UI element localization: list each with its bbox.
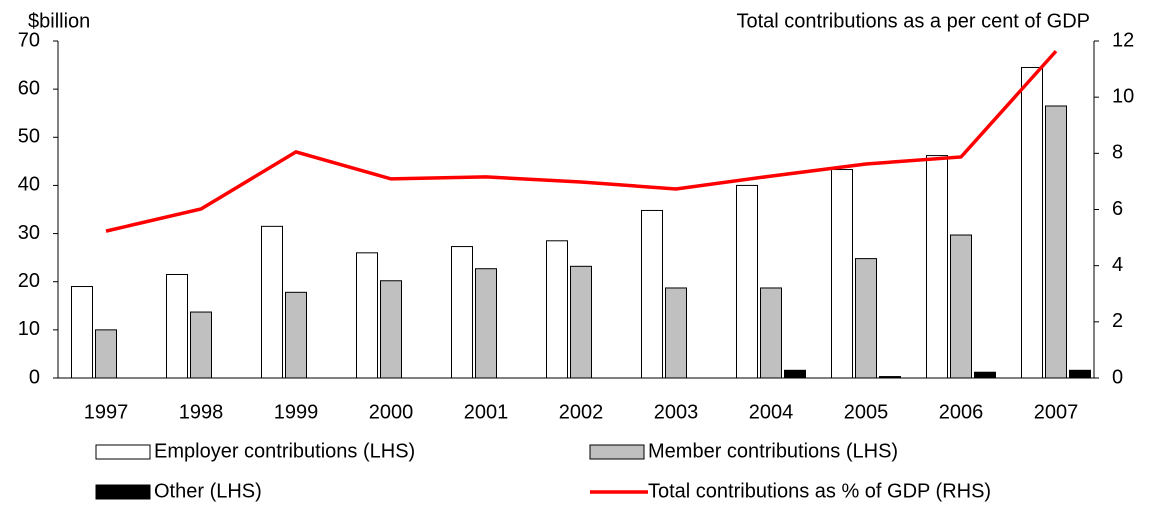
legend-swatch [95, 444, 151, 460]
x-tick-label: 2001 [464, 401, 509, 423]
bar [784, 369, 806, 379]
bar [95, 329, 117, 379]
y-tick-label: 0 [29, 366, 40, 388]
x-tick-label: 2006 [939, 401, 984, 423]
x-tick-label: 2002 [559, 401, 604, 423]
y-tick-label: 10 [18, 318, 40, 340]
legend-swatch [589, 444, 645, 460]
y-tick-label: 60 [18, 77, 40, 99]
bar [166, 273, 188, 379]
bar [974, 371, 996, 379]
bar [1069, 369, 1091, 379]
legend-label: Member contributions (LHS) [648, 440, 898, 462]
bar [285, 291, 307, 379]
y-tick-label: 30 [18, 222, 40, 244]
bar [570, 265, 592, 379]
y-axis-label: $billion [28, 10, 90, 32]
line [105, 49, 1058, 233]
legend-label: Total contributions as % of GDP (RHS) [648, 480, 991, 502]
bar [261, 225, 283, 379]
bar [831, 169, 853, 379]
y2-tick-label: 10 [1112, 85, 1134, 107]
bar [190, 311, 212, 379]
y2-tick-label: 12 [1112, 29, 1134, 51]
y2-tick-label: 2 [1112, 310, 1123, 332]
bar [879, 376, 901, 379]
bar [736, 184, 758, 379]
y-tick-label: 70 [18, 29, 40, 51]
bar [380, 280, 402, 379]
x-tick-label: 1997 [84, 401, 129, 423]
x-tick-label: 1999 [274, 401, 319, 423]
x-tick-label: 2004 [749, 401, 794, 423]
bar [950, 234, 972, 379]
bar [71, 286, 93, 379]
bar [1021, 66, 1043, 379]
bar [855, 258, 877, 379]
bar [356, 252, 378, 379]
y2-tick-label: 0 [1112, 366, 1123, 388]
bar [451, 246, 473, 379]
x-tick-label: 2005 [844, 401, 889, 423]
x-tick-label: 2000 [369, 401, 414, 423]
legend-label: Employer contributions (LHS) [154, 440, 415, 462]
y2-tick-label: 6 [1112, 198, 1123, 220]
bar [665, 287, 687, 379]
bar [926, 155, 948, 379]
x-tick-label: 2003 [654, 401, 699, 423]
bar [475, 268, 497, 379]
y-tick-label: 40 [18, 174, 40, 196]
y2-tick-label: 8 [1112, 142, 1123, 164]
bar [760, 287, 782, 379]
legend-swatch [95, 484, 151, 500]
x-tick-label: 1998 [179, 401, 224, 423]
y2-tick-label: 4 [1112, 254, 1123, 276]
legend-label: Other (LHS) [154, 480, 262, 502]
bar [641, 209, 663, 379]
x-tick-label: 2007 [1034, 401, 1079, 423]
y-tick-label: 20 [18, 270, 40, 292]
bar [1045, 105, 1067, 379]
bar [546, 240, 568, 379]
y2-axis-label: Total contributions as a per cent of GDP [736, 10, 1090, 32]
y-tick-label: 50 [18, 126, 40, 148]
